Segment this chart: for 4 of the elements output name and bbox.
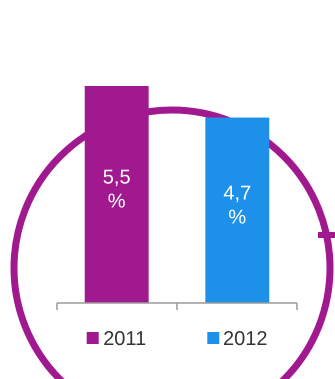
data-label: 5,5 % [102, 166, 131, 212]
x-tick-label: 2011 [103, 328, 146, 350]
data-label: 4,7 % [223, 182, 252, 228]
x-tick-label: 2012 [223, 328, 268, 350]
